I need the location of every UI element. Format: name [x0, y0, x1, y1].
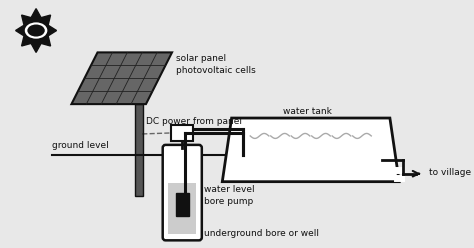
Text: solar panel
photovoltaic cells: solar panel photovoltaic cells [176, 54, 255, 75]
Text: to village: to village [429, 168, 471, 177]
Text: ground level: ground level [52, 141, 109, 150]
Text: water level: water level [204, 185, 254, 194]
Polygon shape [16, 9, 56, 52]
Bar [176, 193, 189, 217]
Bar [168, 183, 196, 234]
Bar [135, 104, 143, 196]
Polygon shape [72, 52, 172, 104]
Bar [171, 125, 193, 141]
Text: underground bore or well: underground bore or well [204, 229, 319, 238]
Ellipse shape [27, 25, 45, 36]
Text: bore pump: bore pump [204, 197, 253, 206]
FancyBboxPatch shape [163, 145, 202, 240]
Text: water tank: water tank [283, 107, 332, 116]
Ellipse shape [23, 20, 49, 41]
Text: DC power from panel: DC power from panel [146, 117, 242, 126]
Ellipse shape [26, 23, 46, 38]
Polygon shape [222, 118, 399, 182]
